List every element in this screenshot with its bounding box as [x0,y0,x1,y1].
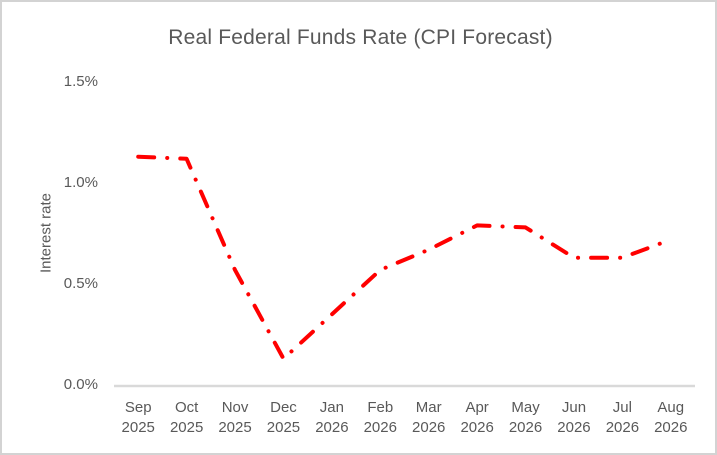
y-tick-label: 1.0% [63,174,98,191]
x-tick-label: Oct 2025 [169,399,204,436]
x-tick-label: Apr 2026 [460,399,494,436]
series-line [136,154,673,361]
y-tick-label: 1.5% [63,73,98,90]
x-tick-label: Aug 2026 [654,399,688,436]
x-tick-label: May 2026 [508,399,543,436]
x-tick-label: Mar 2026 [412,399,446,436]
x-tick-label: Dec 2025 [266,399,301,436]
chart-title: Real Federal Funds Rate (CPI Forecast) [168,26,553,49]
x-tick-label: Feb 2026 [363,399,397,436]
x-tick-label: Jan 2026 [315,399,349,436]
x-tick-label: Jun 2026 [557,399,591,436]
x-tick-label: Jul 2026 [605,399,640,436]
y-tick-label: 0.5% [63,275,98,292]
y-tick-label: 0.0% [63,376,98,393]
x-tick-label: Nov 2025 [218,399,252,436]
x-tick-label: Sep 2025 [121,399,155,436]
